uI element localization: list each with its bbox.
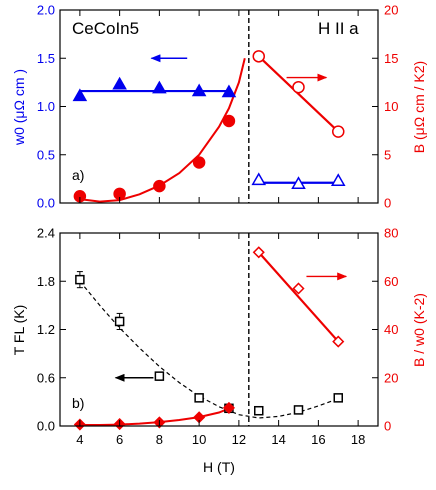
- panel-b-left-tick-label: 2.4: [37, 226, 55, 241]
- panel-b-diamond-point: [222, 401, 235, 414]
- panel-b-ticks: 4 6 8 10 12 14 16 18 0.0 0.6 1.2 1.8 2.4 0 20 40 60 80: [37, 226, 399, 448]
- panel-a-marks: [72, 10, 346, 203]
- panel-b-right-tick-label: 60: [384, 274, 398, 289]
- panel-a-compound-label: CeCoIn5: [72, 19, 139, 38]
- panel-b-left-tick-label: 0.0: [37, 419, 55, 434]
- panel-a-right-tick-label: 0: [384, 196, 391, 211]
- panel-a-right-axis-label: B (μΩ cm / K2): [411, 61, 427, 153]
- panel-a-triangle-point: [330, 173, 346, 187]
- panel-a-circle-point: [153, 179, 166, 193]
- panel-a-triangle-point: [152, 80, 167, 94]
- panel-a-right-tick-label: 15: [384, 51, 398, 66]
- x-tick-label: 10: [192, 432, 206, 447]
- panel-a: 0.0 0.5 1.0 1.5 2.0 0 5 10 15 20 CeCoIn5 H II a a…: [11, 3, 427, 211]
- x-tick-label: 12: [232, 432, 246, 447]
- panel-b-square-point: [333, 393, 343, 403]
- panel-a-frame: [59, 9, 379, 204]
- panel-b-right-tick-label: 0: [384, 419, 391, 434]
- panel-a-triangle-point: [221, 84, 237, 98]
- panel-b-diamond-point: [252, 246, 265, 259]
- panel-a-right-tick-label: 20: [384, 3, 398, 18]
- x-tick-label: 16: [311, 432, 325, 447]
- panel-b-right-tick-label: 20: [384, 370, 398, 385]
- panel-b-left-axis-label: T FL (K): [11, 305, 27, 356]
- panel-b-diamond-point: [332, 335, 345, 348]
- panel-b-fit-line: [257, 251, 340, 343]
- panel-a-right-tick-label: 10: [384, 99, 398, 114]
- panel-b-left-tick-label: 1.2: [37, 322, 55, 337]
- panel-b-square-point: [154, 371, 165, 381]
- panel-b-square-point: [293, 405, 304, 415]
- panel-a-left-tick-label: 1.5: [37, 51, 55, 66]
- panel-a-triangle-point: [191, 83, 207, 97]
- panel-a-left-tick-label: 0.0: [37, 196, 55, 211]
- panel-b-label: b): [72, 395, 84, 411]
- x-tick-label: 14: [271, 432, 285, 447]
- panel-a-triangle-point: [251, 172, 267, 186]
- panel-b-left-tick-label: 1.8: [37, 274, 55, 289]
- panel-b-square-point: [114, 316, 125, 327]
- panel-a-left-tick-label: 0.5: [37, 147, 55, 162]
- panel-b-left-tick-label: 0.6: [37, 370, 55, 385]
- panel-b-right-tick-label: 80: [384, 226, 398, 241]
- panel-a-circle-point: [222, 114, 236, 128]
- panel-b: 4 6 8 10 12 14 16 18 0.0 0.6 1.2 1.8 2.4 0 20 40 60 80 b)…: [11, 226, 427, 476]
- x-tick-label: 4: [76, 432, 83, 447]
- x-tick-label: 8: [156, 432, 163, 447]
- panel-a-circle-point: [292, 80, 305, 94]
- panel-a-ticks: 0.0 0.5 1.0 1.5 2.0 0 5 10 15 20: [37, 3, 399, 211]
- panel-b-square-point: [75, 274, 85, 285]
- panel-a-circle-point: [192, 156, 206, 169]
- panel-a-triangle-point: [112, 76, 127, 90]
- panel-a-triangle-point: [72, 88, 88, 102]
- panel-b-marks: [73, 233, 348, 431]
- panel-a-triangle-point: [291, 176, 306, 189]
- panel-b-fit-curve: [79, 280, 339, 419]
- panel-a-circle-point: [252, 50, 265, 63]
- panel-b-right-tick-label: 40: [384, 322, 398, 337]
- panel-b-frame: [59, 232, 379, 427]
- panel-a-field-orientation: H II a: [318, 19, 359, 38]
- panel-b-square-point: [194, 393, 204, 403]
- panel-b-diamond-point: [292, 282, 305, 295]
- panel-a-fit-curve: [79, 58, 246, 203]
- panel-a-fit-line: [257, 55, 340, 133]
- x-tick-label: 6: [116, 432, 123, 447]
- panel-a-right-tick-label: 5: [384, 147, 391, 162]
- panel-a-left-axis-label: w0 (μΩ cm ): [11, 69, 27, 146]
- x-tick-label: 18: [351, 432, 365, 447]
- panel-a-circle-point: [332, 125, 345, 138]
- x-axis-label: H (T): [203, 459, 235, 475]
- panel-a-left-tick-label: 1.0: [37, 99, 55, 114]
- panel-b-square-point: [254, 405, 264, 416]
- panel-a-label: a): [72, 167, 84, 183]
- panel-b-right-axis-label: B / w0 (K-2): [411, 293, 427, 367]
- panel-a-left-tick-label: 2.0: [37, 3, 55, 18]
